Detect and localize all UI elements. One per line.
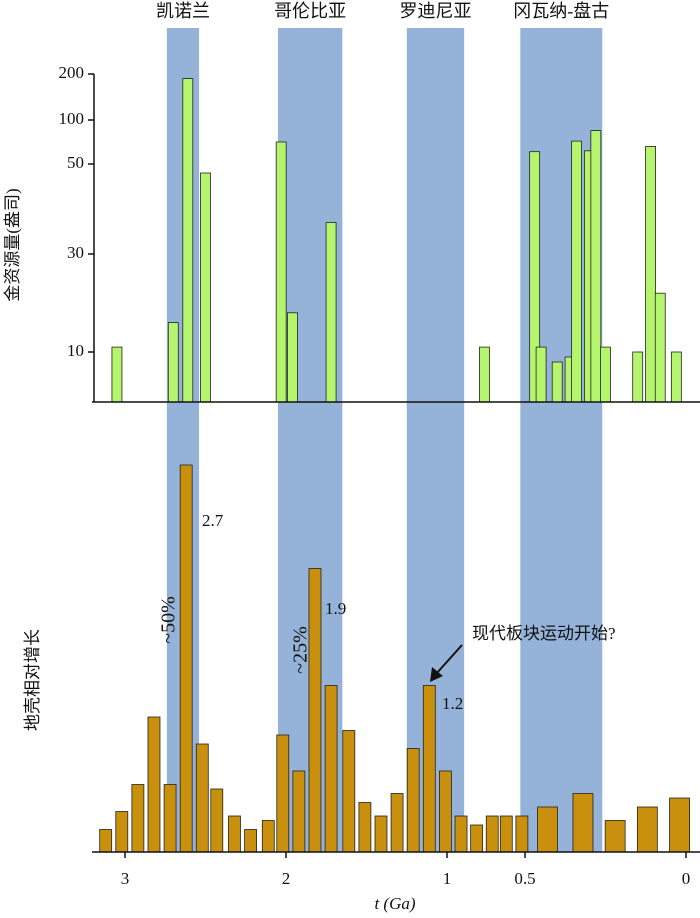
x-tick-label: 2 <box>282 869 291 888</box>
y-tick-label: 10 <box>67 341 84 360</box>
bar <box>275 141 287 403</box>
y-tick-label: 200 <box>59 63 85 82</box>
band-label: 哥伦比亚 <box>274 1 346 21</box>
bar <box>111 346 123 403</box>
bar <box>261 820 275 853</box>
bar <box>604 820 626 853</box>
bar <box>422 685 436 853</box>
bar <box>551 361 563 403</box>
bar <box>632 351 644 403</box>
bars <box>99 78 690 853</box>
band-label: 罗迪尼亚 <box>399 1 471 21</box>
band-label: 冈瓦纳-盘古 <box>513 1 609 21</box>
bar <box>276 734 290 853</box>
bar <box>179 464 193 853</box>
bar <box>182 78 194 403</box>
annotation: ~25% <box>290 626 312 673</box>
x-label: t (Ga) <box>374 894 415 913</box>
bar <box>654 292 666 403</box>
bar <box>308 568 322 853</box>
bar <box>669 797 690 853</box>
bar <box>390 793 404 853</box>
bar <box>163 784 177 853</box>
bar <box>499 815 513 853</box>
bar <box>485 815 499 853</box>
annotation: 1.9 <box>325 599 346 618</box>
arrow-head <box>430 667 443 682</box>
bar <box>99 829 113 853</box>
bar <box>438 770 452 853</box>
bar <box>515 815 529 853</box>
bar <box>537 806 558 853</box>
bar <box>147 716 161 853</box>
x-tick-label: 3 <box>121 869 130 888</box>
x-tick-label: 0.5 <box>514 869 535 888</box>
bar <box>167 322 179 403</box>
bar <box>479 346 490 403</box>
bar <box>358 802 372 853</box>
bar <box>600 346 611 403</box>
x-tick-label: 0 <box>682 869 691 888</box>
bar <box>590 130 602 403</box>
bar <box>406 748 420 853</box>
y-label-top: 金资源量(盎司) <box>3 188 22 301</box>
bar <box>324 685 338 853</box>
bar <box>636 806 658 853</box>
bar <box>287 312 298 403</box>
bar <box>645 145 656 403</box>
bar <box>670 351 682 403</box>
bar <box>210 788 224 853</box>
bar <box>244 829 257 853</box>
annotation: 现代板块运动开始? <box>472 624 616 643</box>
bar <box>325 222 337 403</box>
bar <box>200 172 211 403</box>
bar <box>292 770 306 853</box>
bar <box>571 140 582 403</box>
bar <box>535 346 547 403</box>
bar <box>572 793 594 853</box>
bar <box>454 815 468 853</box>
bar <box>374 815 388 853</box>
bar <box>131 784 145 853</box>
y-label-bottom: 地壳相对增长 <box>23 629 42 731</box>
y-tick-label: 100 <box>59 109 85 128</box>
annotation: ~50% <box>158 596 180 643</box>
bar <box>195 743 209 853</box>
annotation: 2.7 <box>202 511 224 530</box>
bar <box>115 811 129 853</box>
bar <box>342 730 356 853</box>
bar <box>470 824 484 853</box>
y-tick-label: 30 <box>67 243 84 262</box>
bar <box>228 815 241 853</box>
y-tick-label: 50 <box>67 153 84 172</box>
band-label: 凯诺兰 <box>156 1 210 21</box>
x-tick-label: 1 <box>443 869 452 888</box>
annotation: 1.2 <box>442 694 463 713</box>
arrow <box>435 644 463 675</box>
